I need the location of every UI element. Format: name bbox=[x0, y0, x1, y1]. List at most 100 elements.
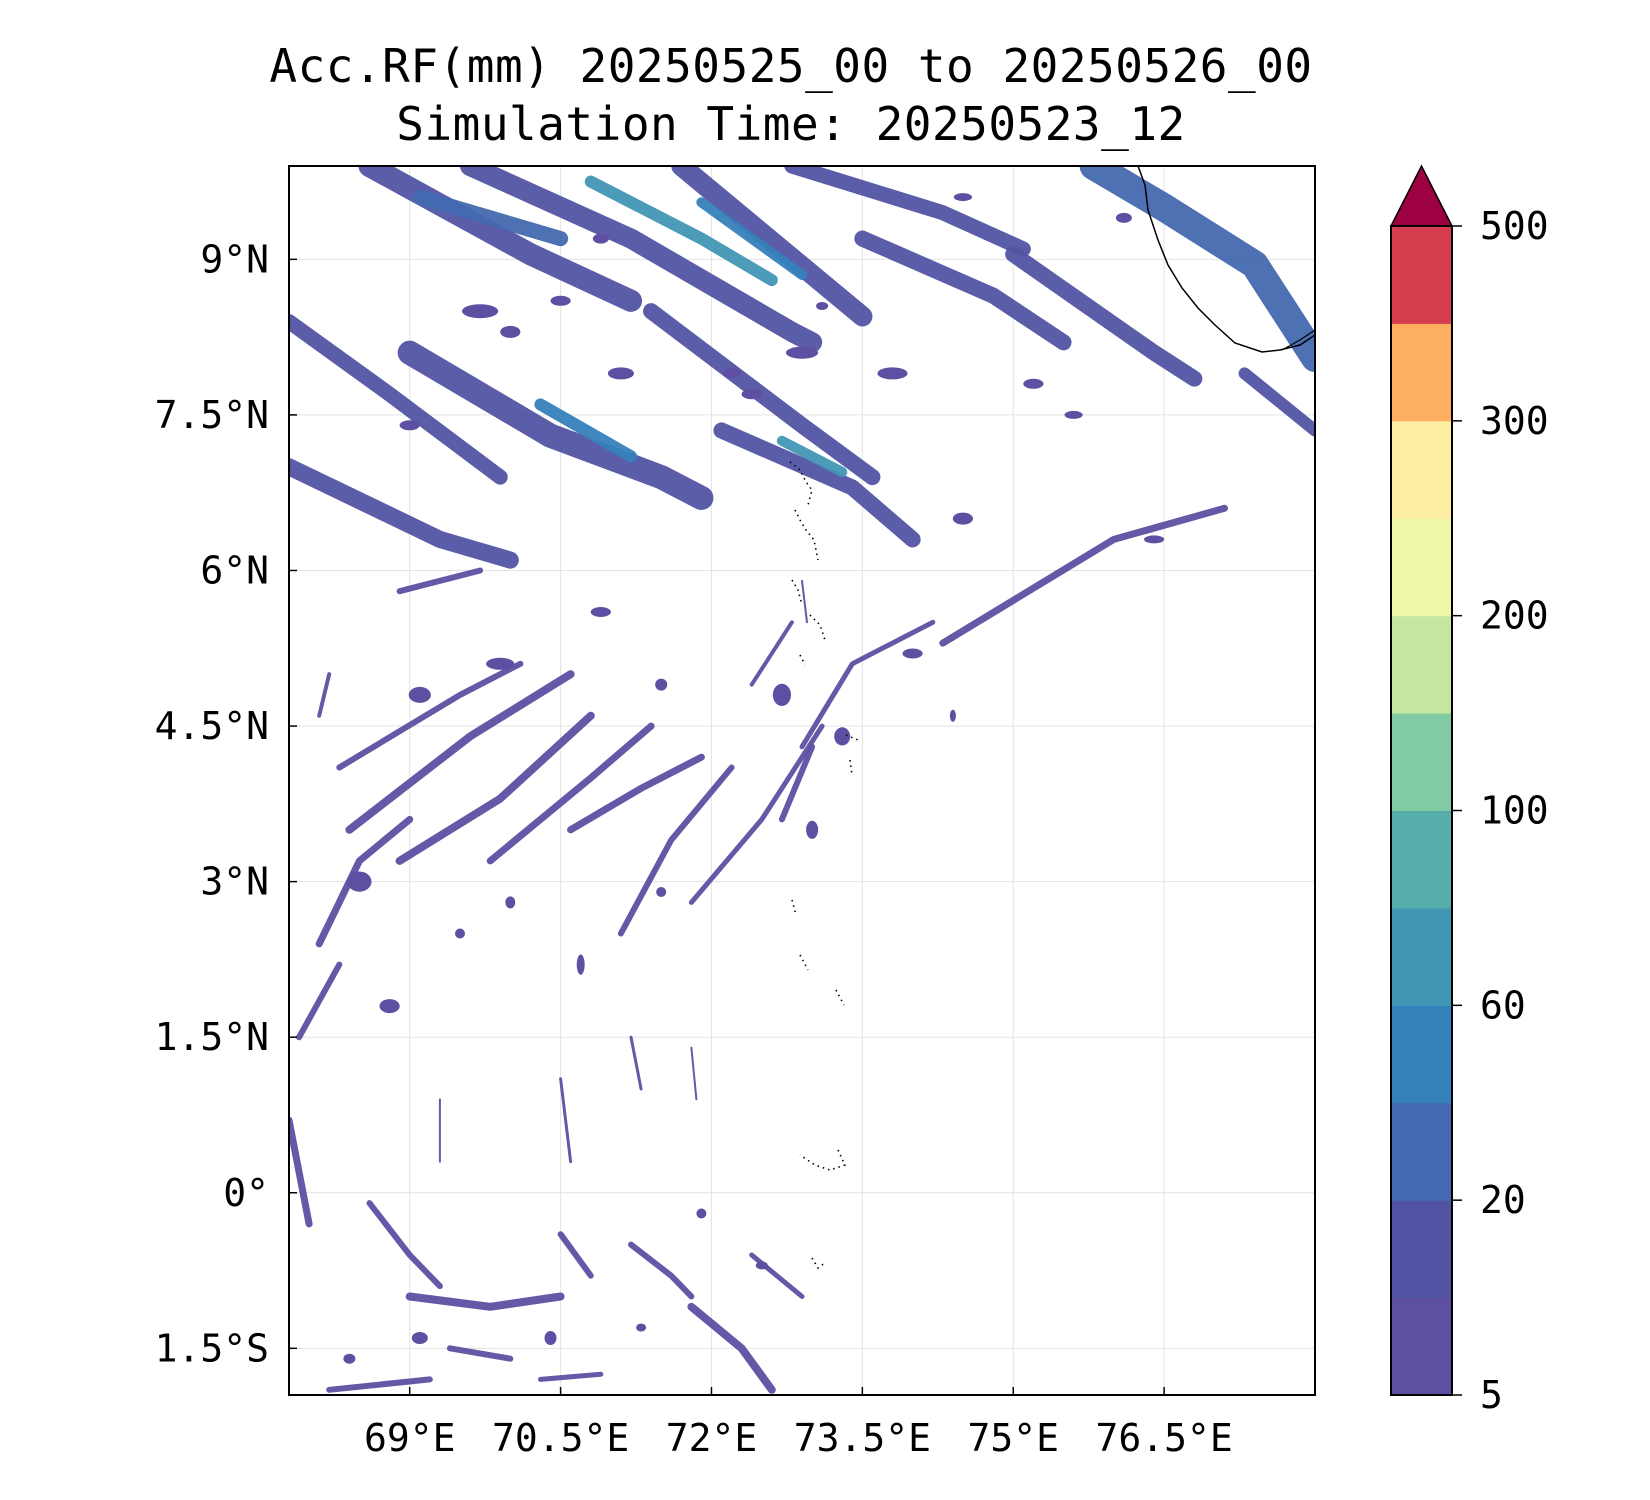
state-border bbox=[1281, 329, 1315, 351]
india-coastline bbox=[1137, 166, 1315, 353]
rain-band bbox=[345, 670, 575, 834]
rain-band bbox=[315, 815, 414, 948]
colorbar: 5 20 60 100 200 300 500 bbox=[1389, 164, 1549, 1417]
rain-band bbox=[801, 579, 808, 624]
rain-cell bbox=[550, 295, 571, 306]
rain-band bbox=[405, 1292, 565, 1311]
longitude-axis: 69°E 70.5°E 72°E 73.5°E 75°E 76.5°E bbox=[364, 1387, 1233, 1460]
lat-tick-label: 6°N bbox=[200, 548, 269, 592]
lat-tick-label: 1.5°N bbox=[155, 1015, 269, 1059]
rain-band bbox=[628, 1241, 695, 1300]
rain-band bbox=[939, 504, 1228, 647]
rain-cell bbox=[636, 1323, 647, 1332]
rain-band bbox=[749, 620, 794, 687]
rain-cell bbox=[949, 709, 956, 722]
rain-band bbox=[671, 166, 873, 327]
rain-cell bbox=[834, 727, 851, 746]
rain-band bbox=[1238, 367, 1315, 437]
rain-cell bbox=[408, 686, 431, 703]
rain-band bbox=[289, 458, 519, 569]
rain-cell bbox=[592, 233, 609, 244]
rain-cell bbox=[1064, 410, 1083, 419]
rain-band bbox=[643, 303, 881, 486]
rain-band bbox=[412, 189, 569, 247]
rain-band bbox=[289, 1116, 313, 1228]
rain-cell bbox=[590, 607, 611, 617]
chart-subtitle: Simulation Time: 20250523_12 bbox=[396, 97, 1186, 151]
rain-cell bbox=[411, 1332, 428, 1344]
rain-cell bbox=[952, 512, 974, 525]
rain-cell bbox=[722, 368, 741, 379]
rain-band bbox=[289, 314, 508, 485]
lat-tick-label: 7.5°N bbox=[155, 393, 269, 437]
rain-band bbox=[567, 753, 705, 834]
rain-band bbox=[446, 1345, 514, 1362]
latitude-axis: 9°N 7.5°N 6°N 4.5°N 3°N 1.5°N 0° 1.5°S bbox=[155, 237, 297, 1370]
rain-band bbox=[557, 1231, 594, 1279]
colorbar-segment bbox=[1391, 1200, 1452, 1299]
rain-band bbox=[688, 723, 825, 905]
rain-band bbox=[395, 711, 595, 865]
rain-cell bbox=[1115, 212, 1132, 223]
rain-cell bbox=[806, 820, 819, 839]
rain-cell bbox=[347, 871, 372, 892]
rain-cell bbox=[500, 325, 521, 338]
colorbar-segment bbox=[1391, 810, 1452, 909]
rain-band bbox=[584, 175, 778, 287]
rain-cell bbox=[772, 683, 792, 707]
rain-band bbox=[687, 1302, 776, 1394]
rain-band bbox=[1079, 166, 1315, 372]
rain-cell bbox=[576, 954, 585, 975]
rain-band bbox=[534, 398, 638, 463]
rain-cell bbox=[816, 302, 829, 310]
rain-cell bbox=[741, 389, 762, 400]
rain-cell bbox=[455, 928, 465, 939]
rain-band bbox=[799, 619, 936, 750]
rainfall-contours bbox=[289, 166, 1315, 1394]
colorbar-tick-label: 60 bbox=[1480, 983, 1526, 1027]
rain-band bbox=[538, 1371, 604, 1382]
rain-band bbox=[397, 340, 714, 510]
rain-cell bbox=[953, 193, 973, 202]
lakshadweep-islands bbox=[789, 461, 859, 1270]
lon-tick-label: 76.5°E bbox=[1095, 1416, 1232, 1460]
rain-band bbox=[317, 672, 332, 718]
rain-cell bbox=[505, 896, 516, 909]
colorbar-segment bbox=[1391, 615, 1452, 714]
rain-band bbox=[336, 660, 524, 771]
rain-band bbox=[629, 1035, 643, 1091]
rain-cell bbox=[462, 304, 499, 319]
chart-title: Acc.RF(mm) 20250525_00 to 20250526_00 bbox=[269, 39, 1313, 93]
lon-tick-label: 69°E bbox=[364, 1416, 456, 1460]
rain-band bbox=[713, 422, 921, 548]
rain-cell bbox=[877, 367, 908, 380]
colorbar-tick-label: 5 bbox=[1480, 1373, 1503, 1417]
rain-cell bbox=[902, 648, 923, 659]
map-gridlines bbox=[289, 166, 1315, 1395]
lat-tick-label: 9°N bbox=[200, 237, 269, 281]
rain-cell bbox=[696, 1208, 707, 1219]
lat-tick-label: 3°N bbox=[200, 860, 269, 904]
colorbar-segment bbox=[1391, 1005, 1452, 1104]
rain-cell bbox=[1023, 378, 1044, 389]
rain-cell bbox=[486, 657, 515, 670]
rain-band bbox=[690, 1046, 698, 1101]
rain-cell bbox=[1144, 535, 1165, 544]
rain-cell bbox=[755, 1261, 768, 1270]
colorbar-tick-label: 500 bbox=[1480, 204, 1549, 248]
colorbar-tick-label: 300 bbox=[1480, 399, 1549, 443]
map-frame bbox=[288, 165, 1316, 1396]
colorbar-tick-label: 100 bbox=[1480, 789, 1549, 833]
lon-tick-label: 72°E bbox=[666, 1416, 758, 1460]
lon-tick-label: 70.5°E bbox=[492, 1416, 629, 1460]
colorbar-segment bbox=[1391, 323, 1452, 422]
lat-tick-label: 4.5°N bbox=[155, 704, 269, 748]
rain-cell bbox=[544, 1331, 557, 1345]
lat-tick-label: 1.5°S bbox=[155, 1326, 269, 1370]
rain-band bbox=[776, 435, 848, 478]
lat-tick-label: 0° bbox=[223, 1171, 269, 1215]
rain-cell bbox=[399, 420, 420, 431]
colorbar-segment bbox=[1391, 1297, 1452, 1396]
rain-band bbox=[696, 197, 808, 280]
